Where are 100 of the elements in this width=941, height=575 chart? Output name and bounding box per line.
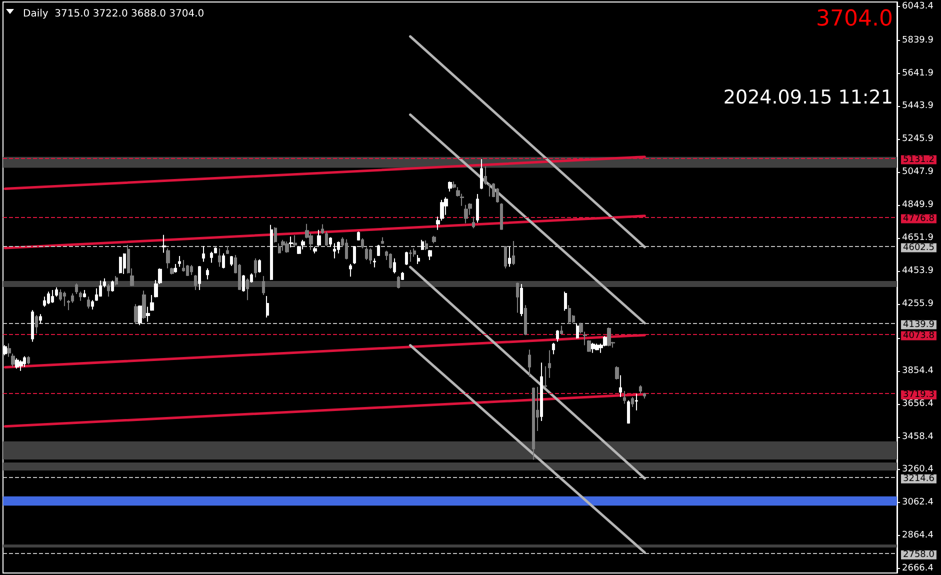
candlestick	[373, 258, 376, 268]
candlestick	[278, 242, 281, 254]
candlestick	[31, 310, 34, 342]
candlestick	[301, 239, 305, 250]
candlestick	[345, 238, 348, 260]
ref-line-label: 5131.2	[903, 154, 934, 165]
candlestick	[389, 252, 392, 270]
candlestick	[107, 284, 110, 298]
candlestick	[615, 366, 619, 380]
candlestick	[27, 356, 30, 365]
ref-line-label: 3719.3	[903, 390, 934, 400]
candlestick	[15, 358, 19, 370]
ref-line-label: 3214.6	[903, 474, 935, 484]
candlestick	[79, 291, 82, 302]
candlestick	[281, 239, 285, 252]
candlestick	[194, 274, 197, 290]
candlestick	[182, 260, 185, 272]
candlestick	[587, 340, 591, 352]
candlestick	[432, 235, 436, 244]
candlestick	[361, 238, 364, 249]
annotation: 3704.0	[816, 6, 893, 32]
candlestick	[274, 226, 277, 244]
candlestick	[484, 166, 487, 186]
candlestick	[254, 258, 257, 278]
y-tick-label: 3458.4	[902, 432, 934, 442]
y-tick-label: 5047.9	[902, 167, 934, 178]
ref-line-label: 2758.0	[903, 550, 935, 560]
candlestick	[381, 236, 384, 244]
candlestick	[198, 266, 201, 290]
candlestick	[524, 304, 527, 336]
candlestick	[226, 246, 229, 255]
candlestick	[190, 264, 193, 276]
candlestick	[448, 180, 452, 192]
candlestick	[47, 291, 50, 305]
candlestick	[19, 360, 23, 372]
y-tick-label: 3062.4	[902, 498, 934, 508]
candlestick	[174, 264, 177, 274]
candlestick	[548, 350, 551, 378]
candlestick	[623, 390, 626, 404]
y-tick-label: 5641.9	[902, 68, 934, 78]
y-tick-label: 3656.4	[902, 398, 934, 409]
candlestick	[39, 314, 42, 324]
y-tick-label: 2666.4	[902, 564, 934, 574]
candlestick	[421, 239, 424, 251]
candlestick	[134, 304, 138, 324]
candlestick	[476, 193, 479, 224]
ref-line-label: 4602.5	[903, 242, 934, 253]
candlestick	[532, 387, 535, 460]
candlestick	[230, 256, 233, 267]
candlestick	[591, 342, 595, 354]
candlestick	[405, 251, 408, 266]
candlestick	[560, 325, 563, 335]
candlestick	[246, 278, 249, 301]
candlestick	[115, 276, 118, 286]
candlestick	[353, 246, 356, 265]
text: Daily 3715.0 3722.0 3688.0 3704.0	[23, 8, 204, 20]
candlestick	[7, 342, 11, 358]
candlestick	[23, 356, 26, 368]
candlestick	[162, 234, 166, 254]
candlestick	[35, 314, 38, 334]
candlestick	[325, 231, 328, 246]
candlestick	[222, 252, 225, 269]
candlestick	[83, 289, 86, 298]
candlestick	[635, 393, 638, 411]
y-tick-label: 4651.9	[902, 233, 934, 244]
y-tick-label: 5245.9	[902, 134, 934, 144]
candlestick	[63, 291, 66, 307]
candlestick	[401, 272, 404, 281]
candlestick	[377, 244, 380, 257]
candlestick	[627, 400, 630, 424]
candlestick	[619, 374, 622, 398]
candlestick	[262, 276, 265, 296]
candlestick	[242, 274, 245, 292]
candlestick	[472, 216, 475, 229]
candlestick	[365, 246, 368, 261]
candlestick	[464, 204, 468, 224]
candlestick	[480, 158, 483, 190]
candlestick	[488, 182, 491, 197]
candlestick	[552, 342, 555, 355]
candlestick	[500, 202, 503, 230]
candlestick	[639, 384, 642, 394]
annotation: 2024.09.15 11:21	[723, 86, 893, 108]
candlestick	[369, 248, 372, 265]
candlestick	[595, 343, 599, 351]
candlestick	[111, 280, 114, 292]
candlestick	[285, 241, 289, 254]
y-tick-label: 4849.9	[902, 200, 934, 210]
candlestick	[504, 246, 507, 269]
candlestick	[150, 294, 154, 312]
candlestick	[178, 256, 181, 268]
candlestick	[643, 392, 646, 400]
candlestick	[544, 366, 547, 388]
candlestick	[576, 322, 579, 339]
candlestick	[425, 240, 428, 251]
candlestick	[349, 264, 352, 278]
candlestick	[556, 330, 559, 342]
ref-line-label: 4776.8	[903, 214, 935, 224]
candlestick	[317, 229, 321, 246]
candlestick	[409, 250, 412, 262]
candlestick	[138, 304, 142, 326]
